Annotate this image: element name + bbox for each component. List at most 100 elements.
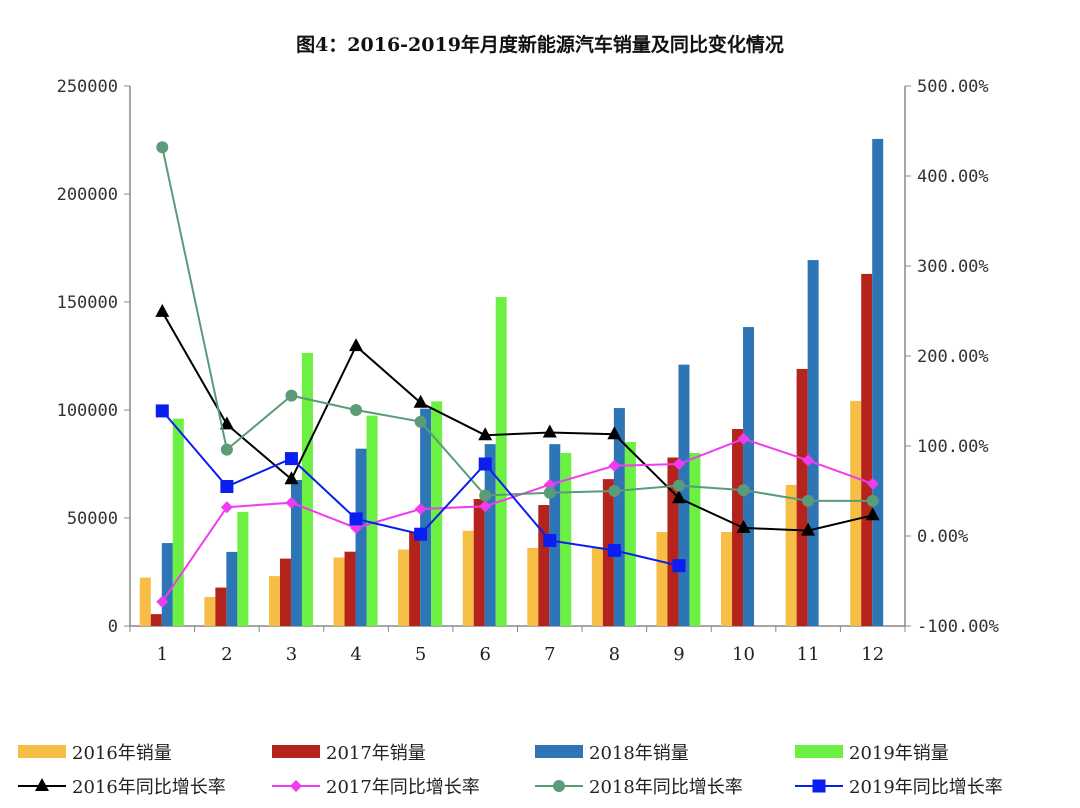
bar-2019年销量: [172, 418, 184, 626]
bar-2017年销量: [150, 614, 162, 626]
point-2016年同比增长率: [413, 394, 428, 408]
point-2017年同比增长率: [672, 458, 685, 470]
bar-2019年销量: [689, 452, 701, 626]
x-tick-label: 5: [415, 644, 426, 665]
point-2017年同比增长率: [866, 477, 879, 490]
right-tick-label: 300.00%: [917, 257, 989, 277]
point-2017年同比增长率: [608, 459, 621, 472]
legend-swatch-2017年销量: [272, 745, 320, 758]
point-2018年同比增长率: [414, 415, 427, 428]
line-2018年同比增长率: [161, 146, 873, 502]
point-2019年同比增长率: [220, 480, 234, 493]
x-tick-label: 8: [609, 644, 620, 665]
legend-marker-2017年同比增长率: [290, 780, 302, 792]
left-tick-label: 150000: [57, 293, 118, 313]
bar-2016年销量: [333, 557, 345, 626]
legend-marker-2018年同比增长率: [553, 780, 565, 792]
point-2016年同比增长率: [284, 471, 299, 485]
legend-label: 2017年同比增长率: [326, 777, 480, 798]
x-tick-label: 3: [286, 644, 297, 665]
legend-swatch-2016年销量: [18, 745, 66, 758]
bar-2017年销量: [215, 587, 227, 626]
point-2016年同比增长率: [478, 427, 493, 441]
point-2016年同比增长率: [671, 490, 686, 504]
bar-2016年销量: [139, 577, 151, 626]
point-2019年同比增长率: [284, 452, 298, 466]
bar-2018年销量: [678, 364, 690, 626]
bar-2018年销量: [226, 551, 238, 626]
legend-label: 2016年销量: [72, 743, 172, 764]
bar-2018年销量: [613, 408, 625, 626]
bar-2019年销量: [366, 415, 378, 626]
bar-2016年销量: [527, 548, 539, 626]
bar-2018年销量: [420, 408, 432, 626]
bar-2018年销量: [872, 138, 884, 627]
point-2018年同比增长率: [350, 404, 363, 416]
right-tick-label: 400.00%: [917, 167, 989, 187]
bar-2017年销量: [344, 551, 356, 626]
bar-2016年销量: [591, 547, 603, 626]
x-tick-label: 11: [797, 644, 820, 665]
legend-label: 2017年销量: [326, 743, 426, 764]
left-tick-label: 0: [108, 617, 118, 637]
legend-marker-2016年同比增长率: [35, 778, 49, 791]
point-2018年同比增长率: [802, 494, 815, 507]
point-2018年同比增长率: [672, 479, 685, 492]
point-2017年同比增长率: [737, 432, 750, 445]
right-tick-label: 200.00%: [917, 347, 989, 367]
point-2017年同比增长率: [156, 595, 169, 608]
left-tick-label: 250000: [57, 77, 118, 97]
point-2017年同比增长率: [285, 496, 298, 509]
point-2016年同比增长率: [801, 522, 816, 536]
bar-2018年销量: [807, 260, 819, 626]
bar-2016年销量: [721, 532, 733, 626]
bar-2017年销量: [279, 558, 291, 626]
point-2019年同比增长率: [349, 512, 363, 526]
x-tick-label: 6: [479, 644, 490, 665]
legend-label: 2018年同比增长率: [589, 777, 743, 798]
point-2017年同比增长率: [479, 500, 492, 513]
point-2018年同比增长率: [220, 443, 233, 456]
x-tick-label: 12: [861, 644, 884, 665]
right-tick-label: 500.00%: [917, 77, 989, 97]
bar-2016年销量: [462, 530, 474, 626]
bar-2017年销量: [732, 429, 744, 626]
point-2018年同比增长率: [866, 494, 879, 507]
legend-swatch-2019年销量: [795, 745, 843, 758]
point-2016年同比增长率: [155, 303, 170, 317]
x-tick-label: 2: [221, 644, 232, 665]
bar-2019年销量: [560, 452, 572, 626]
legend-label: 2019年销量: [849, 743, 949, 764]
point-2017年同比增长率: [414, 503, 427, 515]
point-2018年同比增长率: [608, 485, 621, 497]
right-tick-label: -100.00%: [917, 617, 999, 637]
bar-2016年销量: [785, 484, 797, 626]
point-2019年同比增长率: [414, 527, 428, 541]
point-2016年同比增长率: [219, 416, 234, 430]
point-2019年同比增长率: [478, 457, 492, 471]
legend-label: 2018年销量: [589, 743, 689, 764]
legend-label: 2016年同比增长率: [72, 777, 226, 798]
point-2016年同比增长率: [736, 519, 751, 533]
point-2019年同比增长率: [543, 534, 557, 547]
left-tick-label: 100000: [57, 401, 118, 421]
point-2018年同比增长率: [737, 484, 750, 497]
bar-2016年销量: [204, 597, 216, 626]
x-tick-label: 9: [673, 644, 684, 665]
bar-2017年销量: [409, 531, 421, 626]
line-2016年同比增长率: [161, 311, 873, 532]
point-2018年同比增长率: [543, 486, 556, 499]
point-2016年同比增长率: [865, 507, 880, 521]
right-tick-label: 0.00%: [917, 527, 968, 547]
bar-2019年销量: [301, 352, 313, 626]
bar-2017年销量: [796, 368, 808, 626]
legend-swatch-2018年销量: [535, 745, 583, 758]
point-2019年同比增长率: [155, 404, 169, 418]
left-tick-label: 200000: [57, 185, 118, 205]
bar-2019年销量: [495, 297, 507, 626]
bar-2017年销量: [667, 457, 679, 626]
point-2016年同比增长率: [349, 338, 364, 352]
bar-2017年销量: [473, 498, 485, 626]
bar-2019年销量: [624, 441, 636, 626]
